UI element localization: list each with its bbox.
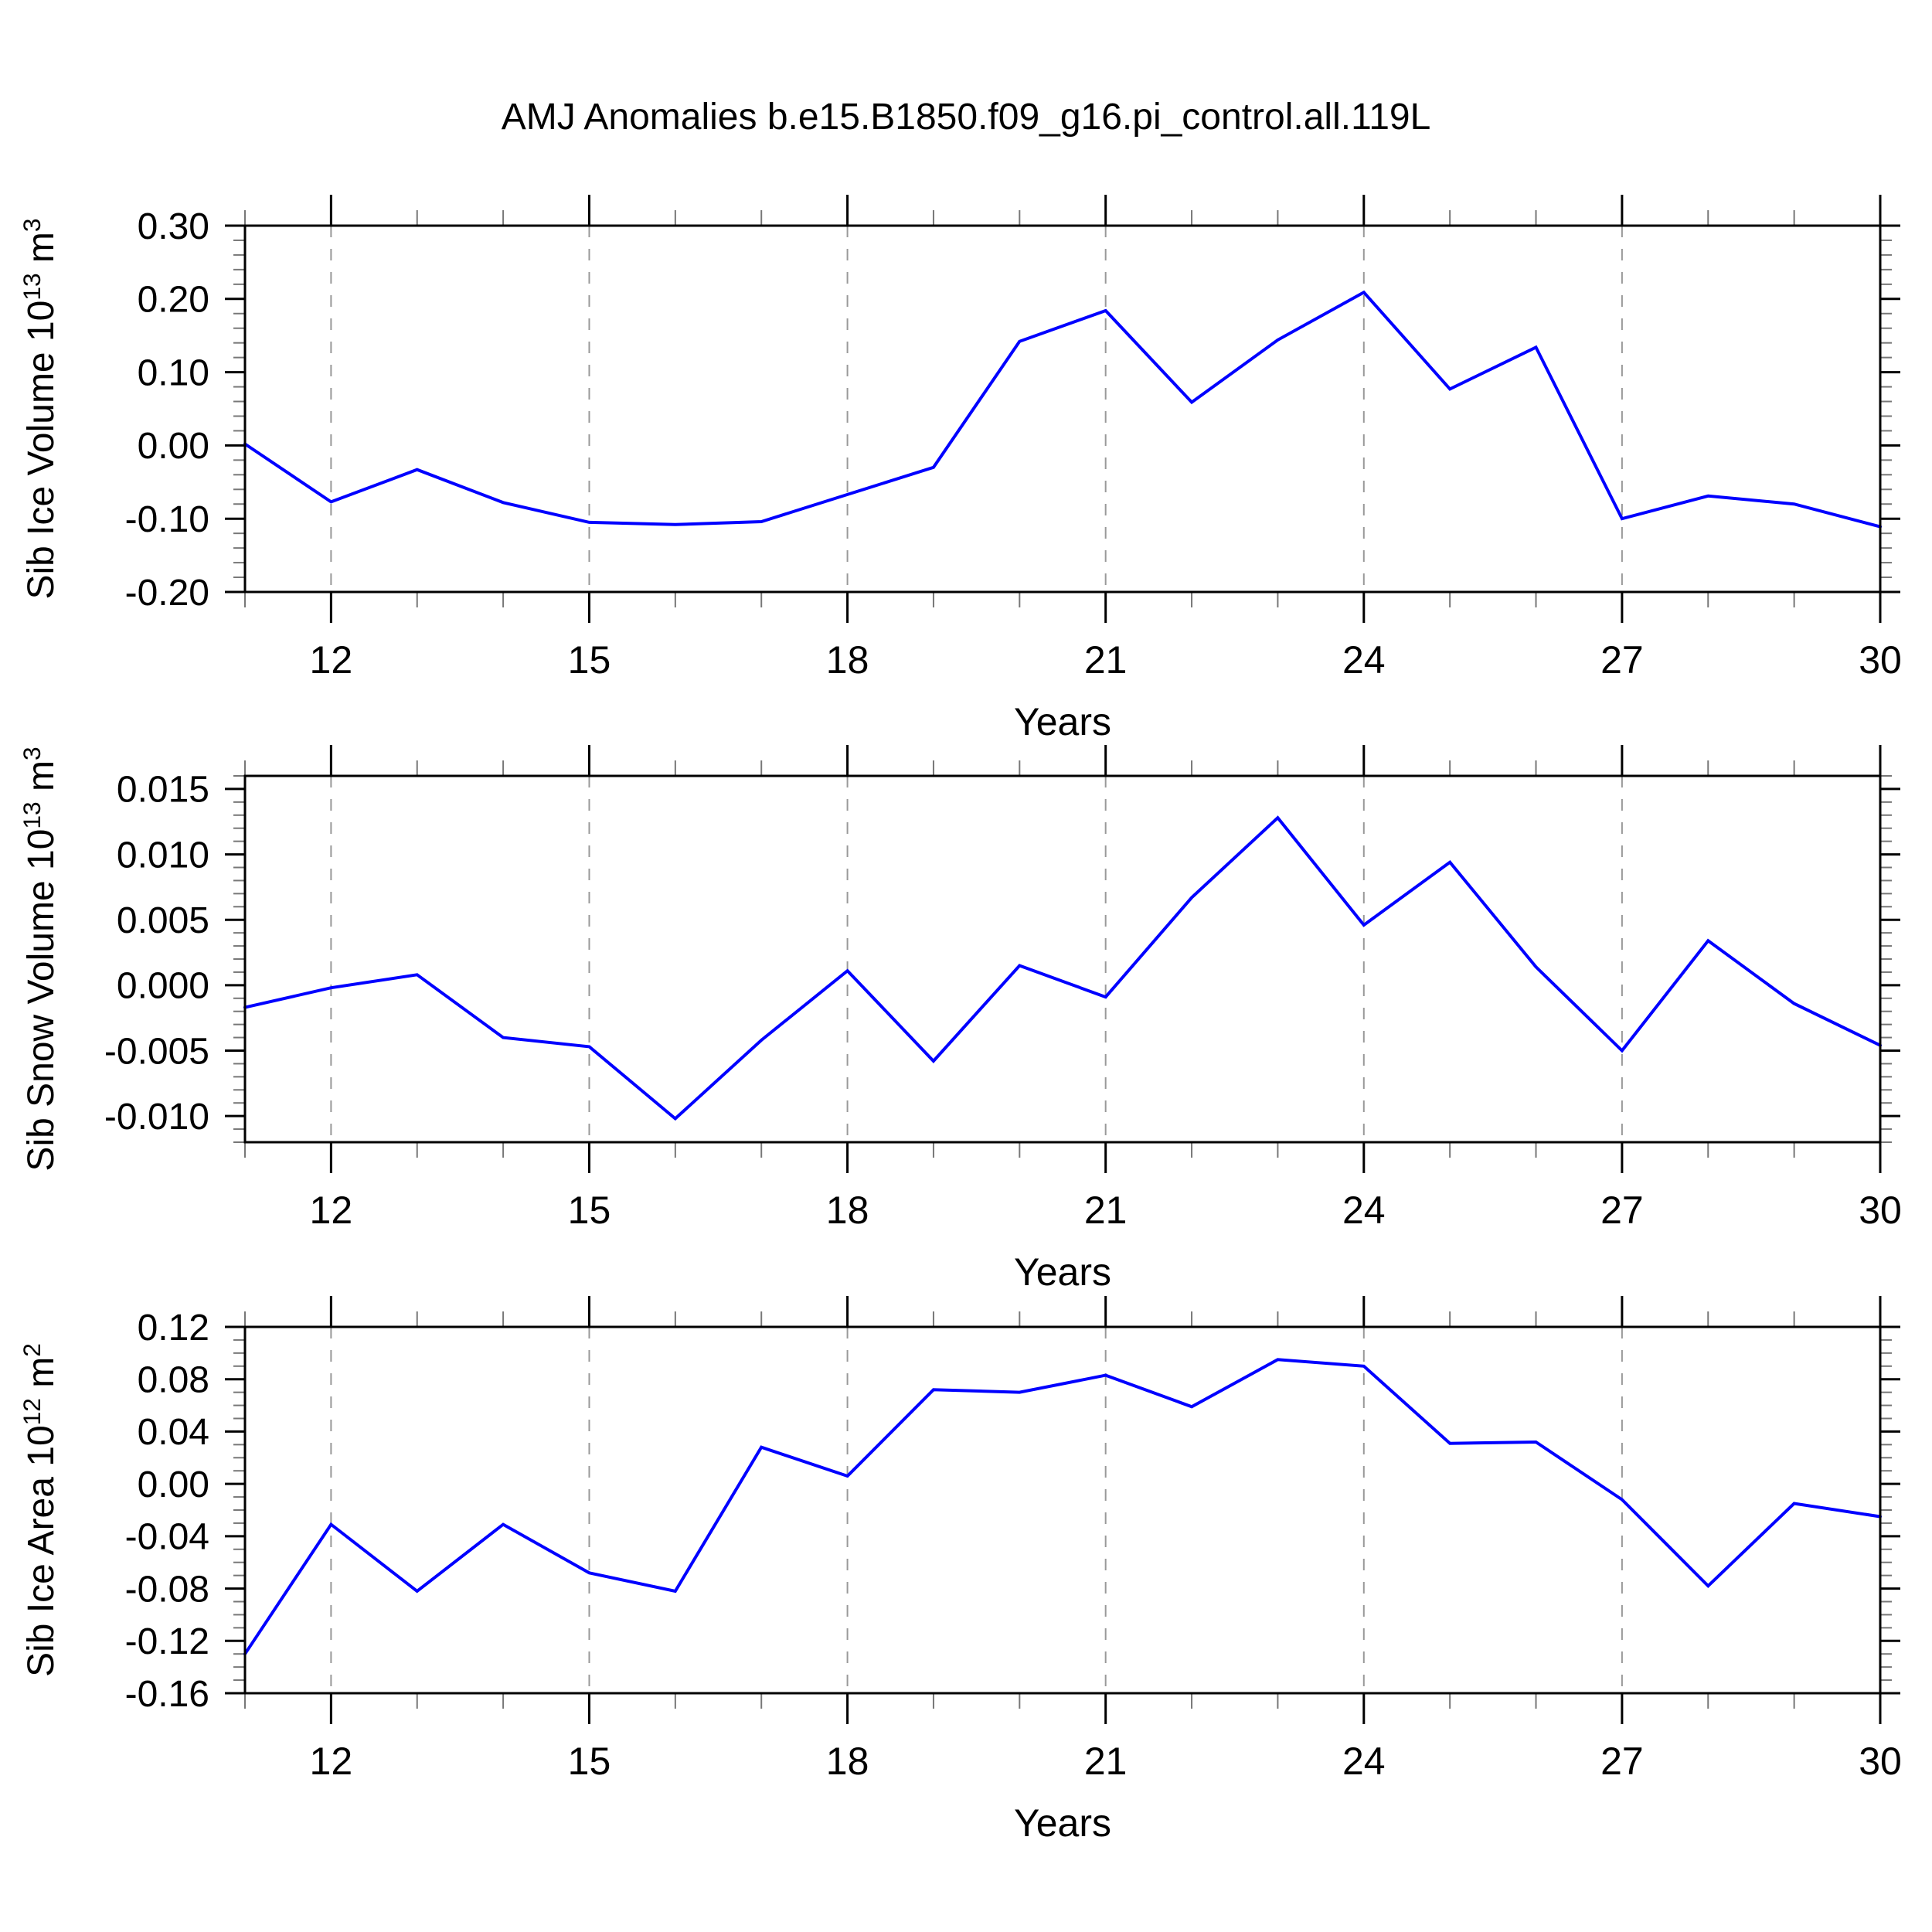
x-tick-label: 24 [1342, 1189, 1386, 1232]
x-tick-label: 30 [1859, 638, 1902, 682]
y-tick-label: 0.005 [117, 900, 209, 941]
y-tick-label: -0.12 [125, 1621, 209, 1662]
panel-frame [243, 224, 1882, 594]
y-tick-label: -0.10 [125, 499, 209, 540]
chart-title: AMJ Anomalies b.e15.B1850.f09_g16.pi_con… [501, 97, 1431, 138]
x-tick-label: 27 [1600, 1189, 1644, 1232]
x-tick-label: 30 [1859, 1189, 1902, 1232]
y-tick-label: -0.04 [125, 1517, 209, 1558]
panel-frame [243, 1325, 1882, 1695]
data-line [243, 1358, 1882, 1656]
y-tick-label: -0.20 [125, 573, 209, 614]
x-tick-label: 27 [1600, 638, 1644, 682]
y-axis-title-ice-volume: Sib Ice Volume 1013 m3 [18, 218, 62, 600]
y-tick-label: 0.08 [138, 1360, 209, 1401]
y-tick-label: -0.16 [125, 1674, 209, 1715]
x-tick-label: 21 [1084, 1740, 1128, 1783]
x-tick-label: 12 [310, 1189, 353, 1232]
x-tick-label: 24 [1342, 1740, 1386, 1783]
x-axis-title: Years [1014, 1250, 1111, 1294]
x-tick-label: 12 [310, 638, 353, 682]
x-tick-label: 27 [1600, 1740, 1644, 1783]
y-tick-label: 0.010 [117, 835, 209, 876]
y-axis-title-snow-volume: Sib Snow Volume 1013 m3 [18, 747, 62, 1172]
x-tick-label: 15 [568, 638, 611, 682]
y-tick-label: 0.00 [138, 1464, 209, 1505]
x-tick-label: 21 [1084, 638, 1128, 682]
x-axis-title: Years [1014, 700, 1111, 743]
y-tick-label: -0.010 [104, 1097, 209, 1138]
y-tick-label: 0.12 [138, 1308, 209, 1349]
y-tick-label: 0.04 [138, 1412, 209, 1453]
x-axis-title: Years [1014, 1801, 1111, 1845]
x-tick-label: 12 [310, 1740, 353, 1783]
x-tick-label: 18 [826, 1189, 869, 1232]
y-axis-title-ice-area: Sib Ice Area 1012 m2 [18, 1343, 62, 1677]
x-tick-label: 30 [1859, 1740, 1902, 1783]
data-line [243, 290, 1882, 529]
y-tick-label: -0.08 [125, 1569, 209, 1610]
y-tick-label: 0.000 [117, 966, 209, 1007]
data-line [243, 815, 1882, 1121]
y-tick-label: 0.00 [138, 426, 209, 467]
y-tick-label: 0.30 [138, 206, 209, 247]
y-tick-label: -0.005 [104, 1031, 209, 1072]
x-tick-label: 15 [568, 1740, 611, 1783]
y-tick-label: 0.20 [138, 280, 209, 321]
x-tick-label: 18 [826, 1740, 869, 1783]
x-tick-label: 21 [1084, 1189, 1128, 1232]
y-tick-label: 0.10 [138, 352, 209, 393]
x-tick-label: 24 [1342, 638, 1386, 682]
x-tick-label: 15 [568, 1189, 611, 1232]
x-tick-label: 18 [826, 638, 869, 682]
y-tick-label: 0.015 [117, 770, 209, 811]
panel-frame [243, 774, 1882, 1144]
